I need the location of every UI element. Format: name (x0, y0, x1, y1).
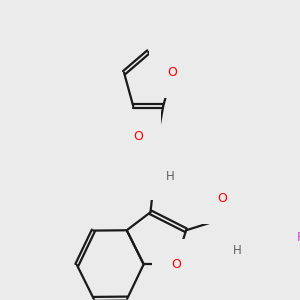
Text: F: F (297, 231, 300, 244)
Text: O: O (171, 258, 181, 271)
Text: H: H (233, 244, 242, 257)
Text: N: N (150, 168, 159, 181)
Text: O: O (133, 130, 143, 143)
Text: H: H (166, 170, 174, 183)
Text: O: O (218, 192, 227, 205)
Text: O: O (167, 66, 177, 79)
Text: N: N (237, 226, 247, 239)
